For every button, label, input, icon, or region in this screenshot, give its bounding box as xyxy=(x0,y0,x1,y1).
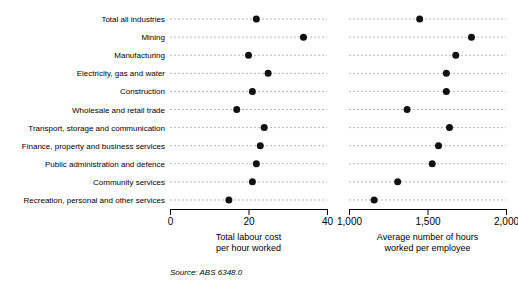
tick-label: Finance, property and business services xyxy=(22,142,165,151)
tick-label: 40 xyxy=(322,216,334,227)
tick-mark xyxy=(349,209,350,215)
tick-label: Public administration and defence xyxy=(45,160,166,169)
tick-label: 1,500 xyxy=(415,216,440,227)
tick-label: Community services xyxy=(93,178,165,187)
dot xyxy=(261,124,268,131)
tick: Construction xyxy=(120,87,170,96)
dot xyxy=(253,160,260,167)
tick: Transport, storage and communication xyxy=(28,124,170,133)
tick: 1,500 xyxy=(415,209,440,227)
grid-line xyxy=(349,55,506,56)
axis-line xyxy=(350,210,507,216)
plot-area xyxy=(349,16,506,204)
grid-line xyxy=(349,91,506,92)
tick-label: 2,000 xyxy=(494,216,518,227)
tick: Community services xyxy=(93,178,170,187)
dot xyxy=(452,52,459,59)
grid-line xyxy=(349,163,506,164)
tick: Manufacturing xyxy=(114,51,170,60)
grid-line xyxy=(170,91,327,92)
grid-line xyxy=(349,37,506,38)
tick-mark xyxy=(327,209,328,215)
tick: Mining xyxy=(141,33,170,42)
grid-line xyxy=(349,109,506,110)
dot xyxy=(257,142,264,149)
x-axis: 1,000 1,500 2,000 xyxy=(337,209,518,227)
tick-mark xyxy=(506,209,507,215)
dot xyxy=(265,70,272,77)
tick-label: Wholesale and retail trade xyxy=(72,106,165,115)
dot xyxy=(225,196,232,203)
tick: Wholesale and retail trade xyxy=(72,106,170,115)
tick: Electricity, gas and water xyxy=(77,69,170,78)
tick: Recreation, personal and other services xyxy=(24,196,170,205)
axis-title-line: per hour worked xyxy=(216,243,281,253)
dot xyxy=(429,160,436,167)
grid-line xyxy=(349,145,506,146)
panel: 0 20 40 Total all industries Mining Manufactu… xyxy=(22,15,334,253)
tick-label: 1,000 xyxy=(337,216,362,227)
grid-line xyxy=(170,127,327,128)
tick: 20 xyxy=(243,209,255,227)
tick: 2,000 xyxy=(494,209,518,227)
grid-line xyxy=(170,199,327,200)
tick: 0 xyxy=(168,209,174,227)
axis-title-line: Average number of hours xyxy=(377,232,479,242)
dot xyxy=(416,16,423,23)
grid-line xyxy=(349,181,506,182)
tick-label: Electricity, gas and water xyxy=(77,69,166,78)
grid-line xyxy=(349,73,506,74)
tick: Finance, property and business services xyxy=(22,142,170,151)
x-axis: 0 20 40 xyxy=(168,209,334,227)
y-axis: Total all industries Mining Manufacturing E… xyxy=(22,15,170,205)
grid-line xyxy=(349,127,506,128)
dot xyxy=(253,16,260,23)
axis-title-line: worked per employee xyxy=(383,243,470,253)
dot xyxy=(233,106,240,113)
axis-line xyxy=(171,210,328,216)
dot xyxy=(404,106,411,113)
tick-label: Recreation, personal and other services xyxy=(24,196,165,205)
axis-title: Average number of hoursworked per employ… xyxy=(377,232,479,253)
axis-title: Total labour costper hour worked xyxy=(216,232,282,253)
chart-container: 0 20 40 Total all industries Mining Manufactu… xyxy=(0,0,518,281)
tick: Public administration and defence xyxy=(45,160,170,169)
dot xyxy=(443,70,450,77)
tick: 40 xyxy=(322,209,334,227)
grid-line xyxy=(170,163,327,164)
tick-label: Mining xyxy=(141,33,165,42)
tick: Total all industries xyxy=(101,15,170,24)
tick-mark xyxy=(170,209,171,215)
source-note: Source: ABS 6348.0 xyxy=(170,268,243,277)
tick-label: Total all industries xyxy=(101,15,165,24)
dot xyxy=(394,178,401,185)
dot xyxy=(435,142,442,149)
dot xyxy=(443,88,450,95)
grid-line xyxy=(170,109,327,110)
tick-label: Manufacturing xyxy=(114,51,165,60)
chart-svg: 0 20 40 Total all industries Mining Manufactu… xyxy=(0,0,518,281)
grid-line xyxy=(170,73,327,74)
dot xyxy=(249,88,256,95)
grid-line xyxy=(349,19,506,20)
dot xyxy=(446,124,453,131)
dot xyxy=(468,34,475,41)
tick-mark xyxy=(249,209,250,215)
grid-line xyxy=(170,19,327,20)
tick-label: Transport, storage and communication xyxy=(28,124,165,133)
plot-area xyxy=(170,16,327,204)
dot xyxy=(300,34,307,41)
dot xyxy=(371,196,378,203)
tick-label: Construction xyxy=(120,87,165,96)
dot xyxy=(249,178,256,185)
panel: 1,000 1,500 2,000 Average number of hourswo… xyxy=(337,16,518,253)
grid-line xyxy=(170,181,327,182)
tick-label: 20 xyxy=(243,216,255,227)
axis-title-line: Total labour cost xyxy=(216,232,282,242)
tick-label: 0 xyxy=(168,216,174,227)
grid-line xyxy=(170,145,327,146)
dot xyxy=(245,52,252,59)
tick: 1,000 xyxy=(337,209,362,227)
tick-mark xyxy=(428,209,429,215)
